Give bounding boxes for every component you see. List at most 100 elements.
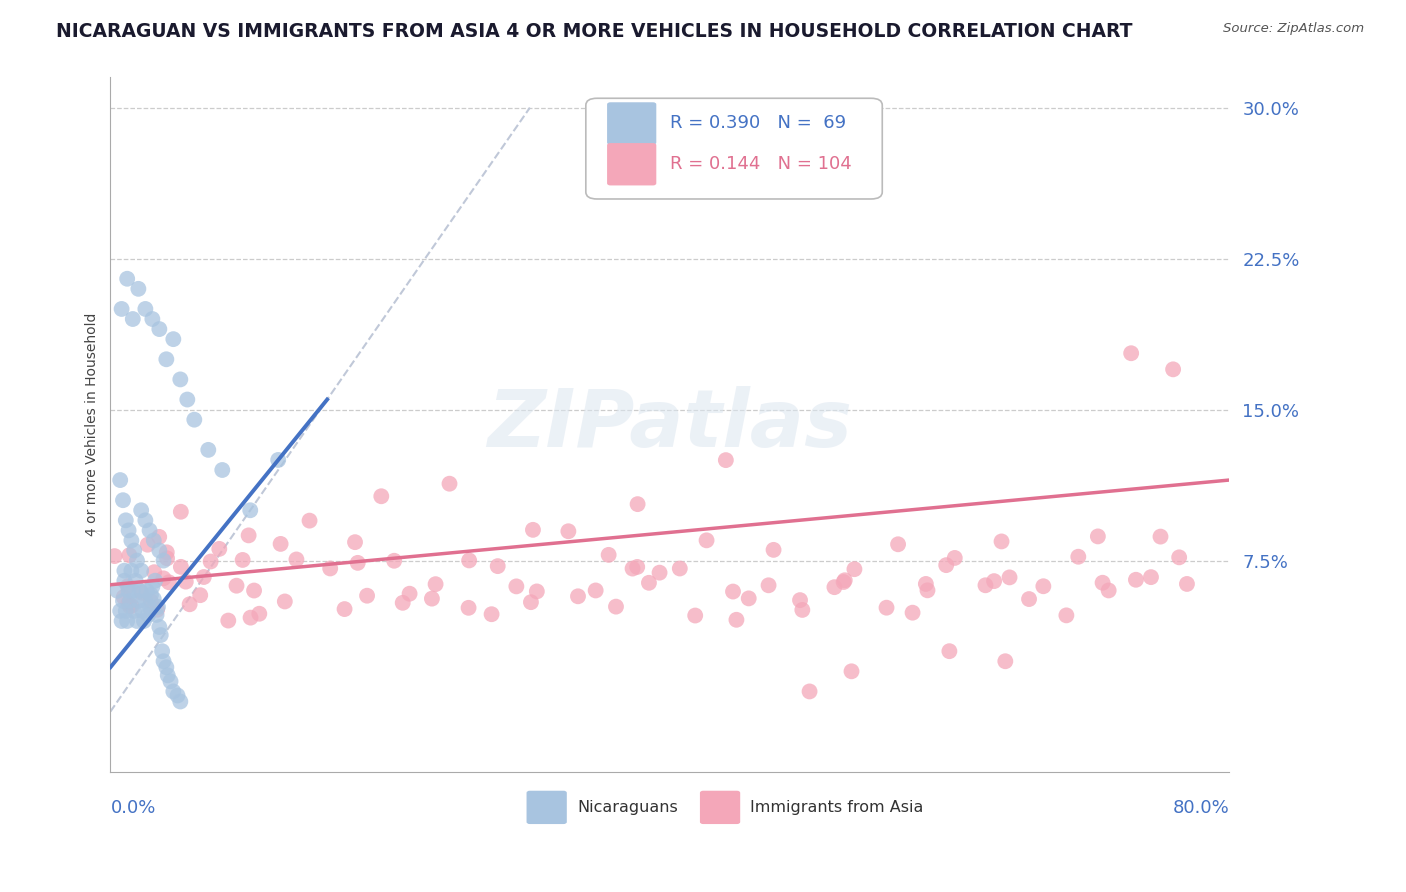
Point: [169, 694, 191, 708]
Point: [522, 523, 544, 537]
Point: [1125, 573, 1147, 587]
Point: [128, 583, 150, 598]
Point: [668, 561, 690, 575]
Point: [159, 674, 181, 689]
Point: [148, 530, 170, 544]
Point: [121, 312, 143, 326]
FancyBboxPatch shape: [607, 103, 657, 145]
Point: [298, 514, 321, 528]
Point: [792, 603, 814, 617]
Point: [834, 574, 856, 588]
Point: [143, 574, 166, 588]
Point: [127, 282, 149, 296]
Point: [112, 574, 135, 588]
Point: [112, 590, 135, 604]
Point: [176, 392, 198, 407]
Point: [121, 583, 143, 598]
Point: [208, 541, 231, 556]
Point: [1168, 550, 1191, 565]
Point: [267, 453, 290, 467]
Point: [150, 644, 173, 658]
Point: [799, 684, 821, 698]
Point: [901, 606, 924, 620]
Text: R = 0.390   N =  69: R = 0.390 N = 69: [669, 114, 846, 132]
Point: [832, 574, 855, 589]
Point: [344, 535, 367, 549]
Point: [129, 503, 152, 517]
Point: [142, 533, 165, 548]
Point: [122, 543, 145, 558]
FancyBboxPatch shape: [700, 790, 740, 824]
Point: [935, 558, 957, 573]
Point: [155, 352, 177, 367]
Point: [134, 594, 156, 608]
Point: [1054, 608, 1077, 623]
Point: [120, 533, 142, 548]
Point: [243, 583, 266, 598]
Point: [117, 579, 139, 593]
Point: [943, 550, 966, 565]
Point: [998, 570, 1021, 584]
Point: [183, 412, 205, 426]
Point: [110, 301, 132, 316]
Text: ZIPatlas: ZIPatlas: [488, 385, 852, 464]
FancyBboxPatch shape: [586, 98, 883, 199]
Point: [152, 553, 174, 567]
Point: [398, 587, 420, 601]
Point: [1098, 583, 1121, 598]
Point: [200, 555, 222, 569]
Point: [155, 660, 177, 674]
Point: [520, 595, 543, 609]
Point: [141, 312, 163, 326]
Point: [696, 533, 718, 548]
Point: [420, 591, 443, 606]
Point: [626, 497, 648, 511]
Point: [136, 607, 159, 622]
Point: [156, 551, 179, 566]
Point: [141, 580, 163, 594]
Point: [138, 599, 160, 614]
Point: [270, 537, 292, 551]
Point: [238, 528, 260, 542]
Point: [148, 543, 170, 558]
Point: [505, 579, 527, 593]
Point: [567, 589, 589, 603]
Point: [121, 599, 143, 613]
Text: R = 0.144   N = 104: R = 0.144 N = 104: [669, 155, 852, 173]
Point: [118, 548, 141, 562]
Point: [122, 604, 145, 618]
Point: [844, 562, 866, 576]
Point: [170, 559, 193, 574]
Point: [457, 600, 479, 615]
Point: [382, 554, 405, 568]
Point: [188, 588, 211, 602]
Text: 80.0%: 80.0%: [1173, 798, 1229, 817]
Point: [170, 505, 193, 519]
Point: [1161, 362, 1184, 376]
Point: [117, 583, 139, 598]
Point: [132, 614, 155, 628]
Point: [143, 565, 166, 579]
Point: [148, 620, 170, 634]
Point: [626, 560, 648, 574]
Point: [139, 594, 162, 608]
Point: [486, 559, 509, 574]
Point: [149, 628, 172, 642]
FancyBboxPatch shape: [526, 790, 567, 824]
Point: [145, 607, 167, 622]
Point: [131, 586, 153, 600]
Point: [319, 561, 342, 575]
Point: [391, 596, 413, 610]
Point: [789, 593, 811, 607]
Point: [162, 684, 184, 698]
Point: [152, 571, 174, 585]
Point: [156, 545, 179, 559]
Point: [762, 542, 785, 557]
Point: [115, 614, 138, 628]
Point: [356, 589, 378, 603]
Point: [107, 583, 129, 598]
Point: [134, 301, 156, 316]
Point: [129, 564, 152, 578]
Point: [983, 574, 1005, 588]
Point: [114, 513, 136, 527]
